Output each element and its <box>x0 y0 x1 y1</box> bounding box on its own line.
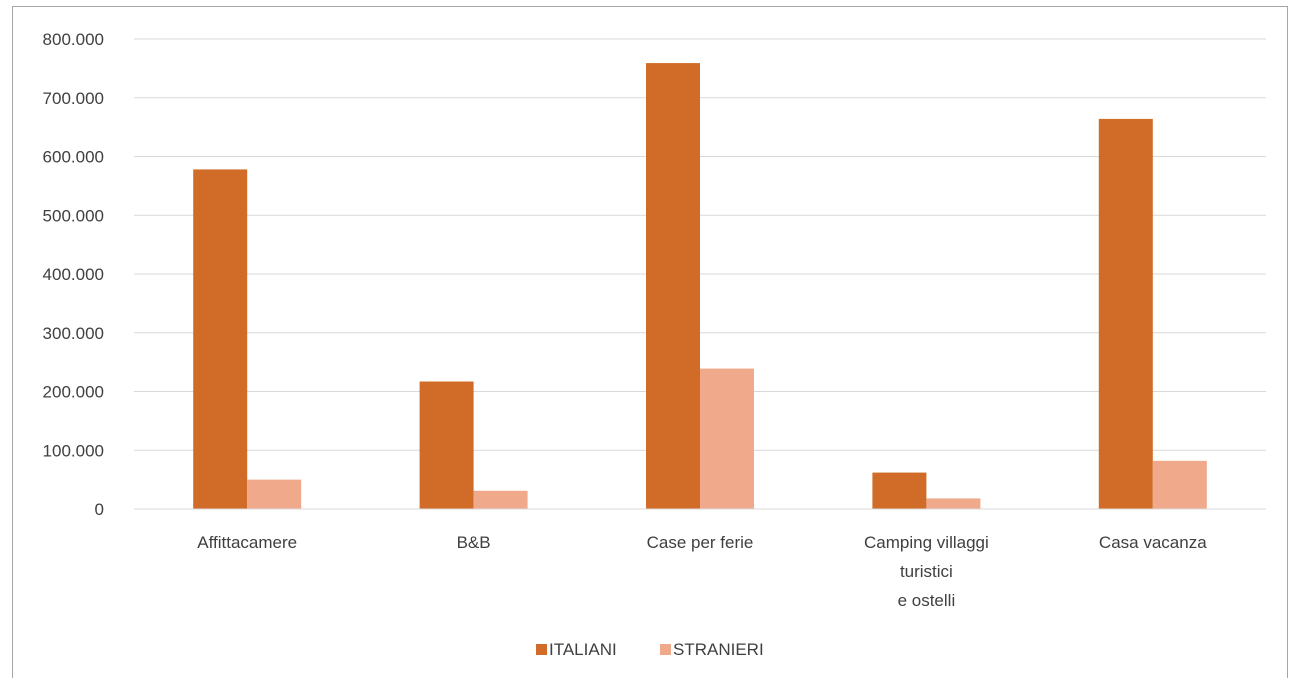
y-tick-label: 700.000 <box>43 89 104 108</box>
y-tick-label: 600.000 <box>43 148 104 167</box>
y-tick-label: 400.000 <box>43 265 104 284</box>
bar-italiani <box>872 472 927 509</box>
bar-stranieri <box>473 490 528 509</box>
y-tick-label: 0 <box>95 500 104 519</box>
bar-stranieri <box>926 498 981 509</box>
bar-italiani <box>193 169 248 510</box>
bar-stranieri <box>247 479 302 509</box>
y-tick-label: 300.000 <box>43 324 104 343</box>
bar-italiani <box>419 381 474 509</box>
y-tick-label: 800.000 <box>43 30 104 49</box>
bar-italiani <box>1098 118 1153 510</box>
bar-stranieri <box>700 368 754 509</box>
category-label: Affittacamere <box>197 533 297 552</box>
y-tick-label: 200.000 <box>43 383 104 402</box>
legend-label-italiani: ITALIANI <box>549 640 617 659</box>
y-axis-tick-labels: 0 100.000 200.000 300.000 400.000 500.000 600.… <box>43 30 104 519</box>
chart-frame <box>12 6 1288 678</box>
category-label: turistici <box>900 562 953 581</box>
category-label: B&B <box>457 533 491 552</box>
y-tick-label: 500.000 <box>43 206 104 225</box>
category-label: Case per ferie <box>647 533 754 552</box>
category-label: Camping villaggi <box>864 533 989 552</box>
y-tick-label: 100.000 <box>43 441 104 460</box>
legend-label-stranieri: STRANIERI <box>673 640 764 659</box>
bars <box>193 63 1207 510</box>
category-labels: Affittacamere B&B Case per ferie Camping vi… <box>197 533 1207 610</box>
category-label: e ostelli <box>898 591 956 610</box>
bar-italiani <box>646 63 700 510</box>
legend: ITALIANI STRANIERI <box>536 640 764 659</box>
legend-swatch-stranieri <box>660 644 671 655</box>
bar-stranieri <box>1152 460 1207 509</box>
category-label: Casa vacanza <box>1099 533 1207 552</box>
legend-swatch-italiani <box>536 644 547 655</box>
